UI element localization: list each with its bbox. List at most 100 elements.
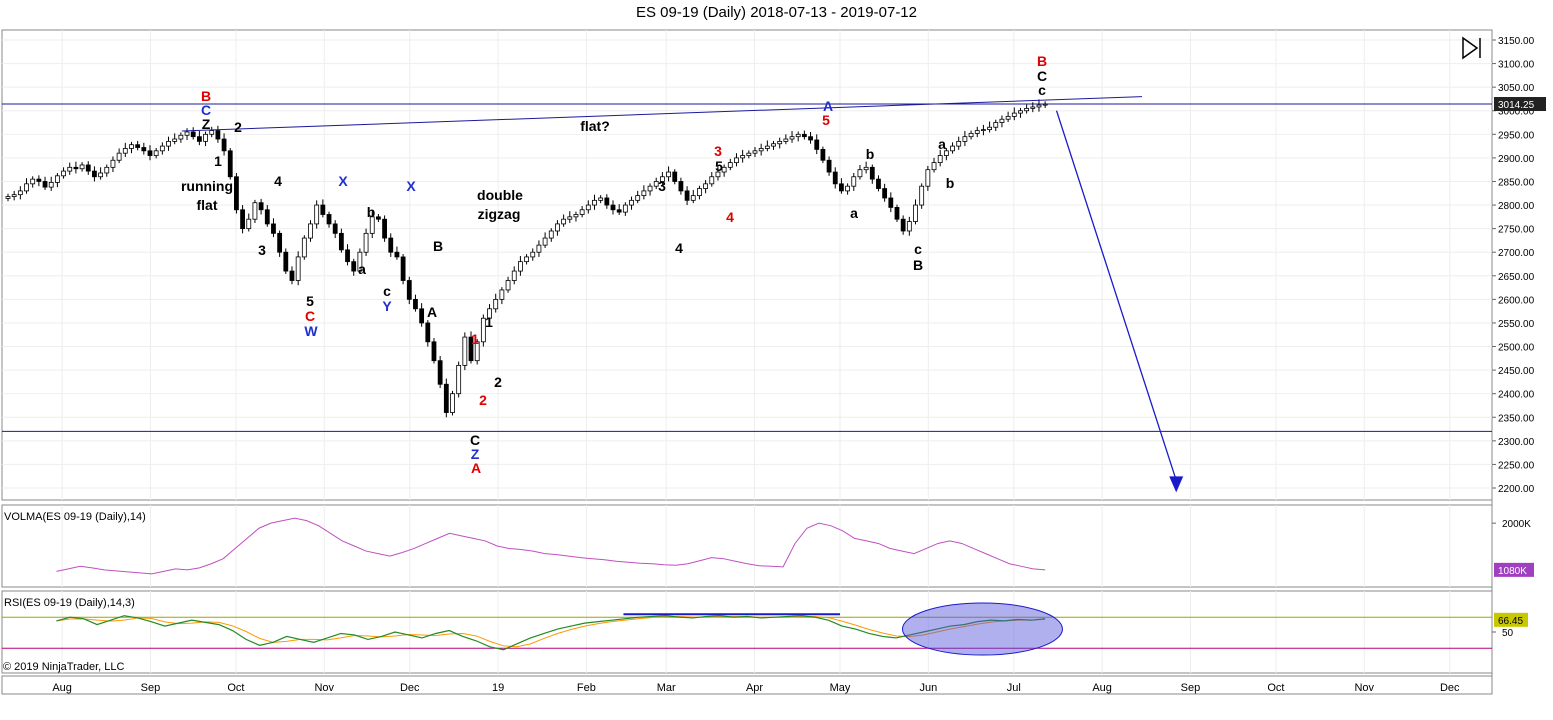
rsi-value-tag [1494,612,1528,627]
y-tick-label: 2700.00 [1498,248,1535,259]
wave-label: 3 [258,242,266,258]
wave-label: b [367,204,376,220]
candle-body [24,183,29,192]
wave-label: A [823,98,833,114]
y-tick-label: 2750.00 [1498,225,1535,236]
y-tick-label: 2950.00 [1498,130,1535,141]
y-tick-label: 2550.00 [1498,319,1535,330]
wave-label: W [304,323,318,339]
x-tick-label: Oct [1267,682,1284,694]
x-tick-label: May [830,682,851,694]
candle-body [592,199,597,206]
candle-body [542,237,548,246]
candle-body [548,230,554,239]
candle-body [289,270,295,281]
candle-body [808,136,813,141]
candle-body [832,171,838,185]
candle-body [116,152,122,161]
candle-body [332,223,338,234]
wave-label: Y [382,298,392,314]
candle-body [1024,107,1030,112]
candle-body [11,194,17,197]
candle-body [468,336,474,362]
candle-body [129,144,134,149]
volma-value-tag [1494,562,1534,577]
skip-end-icon [1462,36,1481,60]
candle-body [67,166,73,172]
candle-body [956,140,962,147]
candle-body [734,157,739,164]
candle-body [110,159,116,168]
candle-body [283,251,289,272]
candle-body [801,133,807,138]
candle-body [159,145,165,152]
candle-body [1036,104,1042,108]
candle-body [573,214,579,218]
candle-body [1042,103,1048,106]
candle-body [487,308,492,319]
candle-body [184,131,190,136]
candle-body [36,178,42,182]
candle-body [277,232,283,253]
candle-body [851,176,857,187]
x-tick-label: Jul [1007,682,1021,694]
candle-body [585,204,591,211]
wave-label: B [433,238,443,254]
volma-line [56,517,1046,575]
candle-body [264,209,270,225]
wave-label: C [1037,68,1047,84]
wave-label: 3 [714,143,722,159]
candle-body [419,308,425,324]
volma-panel-frame [1,504,1493,588]
wave-label: C [470,432,480,448]
volma-last-value: 1080K [1498,566,1527,577]
candle-body [678,181,684,192]
wave-label: A [471,460,481,476]
wave-label: a [850,205,858,221]
candle-body [653,181,659,187]
candle-body [715,171,721,178]
candle-body [530,251,536,258]
candle-body [474,341,480,362]
candle-body [659,176,665,182]
candle-body [295,256,301,281]
candle-body [610,204,616,211]
last-price-value: 3014.25 [1498,100,1535,111]
candle-body [869,166,875,180]
candle-body [431,341,437,362]
candle-body [382,218,387,239]
candle-body [17,190,23,196]
candle-body [672,171,678,182]
wave-label: c [1038,82,1046,98]
wave-label: 2 [234,119,242,135]
candle-body [345,249,350,263]
rsi-signal-line [56,615,1046,648]
candle-body [54,175,60,183]
chart-title: ES 09-19 (Daily) 2018-07-13 - 2019-07-12 [636,4,917,21]
wave-label: B [913,257,923,273]
candle-body [92,170,97,178]
wave-label: B [1037,53,1047,69]
x-tick-label: Sep [1181,682,1201,694]
projection-arrow-shaft [1055,110,1177,481]
candle-body [771,143,776,147]
candle-body [931,162,937,171]
y-tick-label: 2800.00 [1498,201,1535,212]
candle-body [826,159,832,173]
candle-body [326,214,332,225]
candle-body [234,176,239,211]
candles [5,99,1048,418]
y-tick-label: 3100.00 [1498,60,1535,71]
candle-body [968,132,974,138]
candle-body [462,336,468,366]
candle-body [505,280,511,291]
candle-body [511,270,517,281]
candle-body [758,148,764,152]
candle-body [456,364,462,395]
candle-body [616,209,622,213]
candle-body [178,134,184,140]
candle-body [943,150,949,156]
candle-body [320,204,326,215]
candle-body [814,139,820,150]
candle-body [209,130,215,135]
